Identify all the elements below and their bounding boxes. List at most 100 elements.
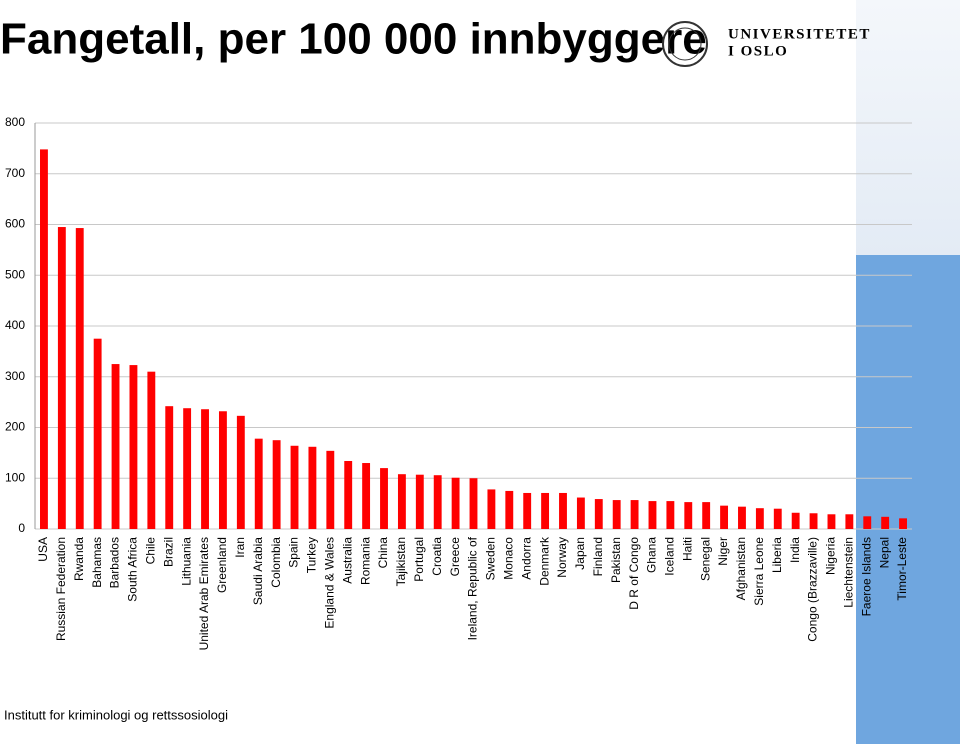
bar xyxy=(738,506,746,529)
x-tick-label: United Arab Emirates xyxy=(197,537,211,650)
bar xyxy=(648,501,657,529)
x-tick-label: Romania xyxy=(358,537,372,585)
x-tick-label: Afghanistan xyxy=(734,537,748,600)
x-tick-label: Pakistan xyxy=(609,537,623,583)
bar xyxy=(791,512,800,529)
x-tick-label: Iran xyxy=(233,537,247,558)
bar xyxy=(272,440,281,529)
x-tick-label: Nigeria xyxy=(824,537,838,575)
background-image xyxy=(856,0,960,255)
bar xyxy=(75,228,84,530)
bar xyxy=(147,371,156,529)
x-tick-label: Chile xyxy=(144,537,158,565)
x-tick-label: Russian Federation xyxy=(54,537,68,641)
x-tick-label: Brazil xyxy=(161,537,175,567)
footer: Institutt for kriminologi og rettssosiol… xyxy=(4,707,228,722)
x-tick-label: Norway xyxy=(555,537,569,578)
x-tick-label: Ireland, Republic of xyxy=(466,536,480,640)
x-tick-label: Lithuania xyxy=(179,537,193,586)
x-tick-label: Greenland xyxy=(215,537,229,593)
bar xyxy=(218,411,227,529)
bar xyxy=(863,516,872,529)
logo-text: I OSLO xyxy=(728,43,788,59)
y-tick-label: 400 xyxy=(5,318,25,332)
bar xyxy=(397,474,406,529)
x-tick-label: Saudi Arabia xyxy=(251,537,265,605)
y-tick-label: 100 xyxy=(5,470,25,484)
chart-title: Fangetall, per 100 000 innbyggere xyxy=(0,15,707,64)
bar xyxy=(451,477,460,529)
y-tick-label: 600 xyxy=(5,217,25,231)
bar xyxy=(666,501,675,529)
bar xyxy=(236,415,245,529)
bar xyxy=(773,508,782,529)
bar xyxy=(129,365,138,529)
x-tick-label: Finland xyxy=(591,537,605,576)
bar xyxy=(57,227,66,529)
x-tick-label: Monaco xyxy=(501,537,515,580)
bar xyxy=(93,338,102,529)
x-tick-label: Haiti xyxy=(680,537,694,561)
x-tick-label: Faeroe Islands xyxy=(859,537,873,616)
x-tick-label: Croatia xyxy=(430,537,444,576)
x-tick-label: Andorra xyxy=(519,537,533,580)
bar xyxy=(165,406,174,529)
bar xyxy=(809,513,818,529)
bar xyxy=(702,502,711,529)
logo-text: UNIVERSITETET xyxy=(728,26,871,42)
x-tick-label: Bahamas xyxy=(90,537,104,588)
logo: UNIVERSITETET I OSLO xyxy=(662,21,871,67)
x-tick-label: Rwanda xyxy=(72,537,86,581)
x-tick-label: Senegal xyxy=(698,537,712,581)
bar xyxy=(505,490,514,529)
x-tick-label: South Africa xyxy=(126,537,140,602)
x-tick-label: Sweden xyxy=(484,537,498,580)
x-tick-label: Colombia xyxy=(269,537,283,588)
bar xyxy=(720,505,729,529)
x-tick-label: Ghana xyxy=(645,537,659,573)
bar xyxy=(290,445,299,529)
logo-seal-inner xyxy=(668,27,702,61)
x-tick-label: Japan xyxy=(573,537,587,570)
background-panel xyxy=(856,255,960,744)
x-tick-label: USA xyxy=(36,537,50,562)
x-tick-label: Tajikistan xyxy=(394,537,408,586)
bar xyxy=(684,502,693,529)
bar xyxy=(362,463,371,529)
bar xyxy=(111,364,120,529)
y-tick-label: 200 xyxy=(5,420,25,434)
bar xyxy=(523,492,532,529)
x-tick-label: Liberia xyxy=(770,537,784,573)
bar xyxy=(576,497,585,529)
x-tick-label: Denmark xyxy=(537,536,551,586)
bar xyxy=(881,516,890,529)
bar xyxy=(487,489,496,529)
bar xyxy=(344,460,353,529)
x-tick-label: England & Wales xyxy=(322,537,336,629)
bar xyxy=(415,474,424,529)
bar xyxy=(559,492,567,529)
x-tick-label: Niger xyxy=(716,537,730,566)
logo-seal xyxy=(662,21,708,67)
bar xyxy=(594,499,603,529)
bar xyxy=(201,409,209,529)
x-tick-label: Iceland xyxy=(663,537,677,576)
bar xyxy=(254,438,263,529)
y-tick-label: 800 xyxy=(5,115,25,129)
x-tick-label: Sierra Leone xyxy=(752,537,766,606)
bar xyxy=(827,514,836,529)
x-tick-label: Timor-Leste xyxy=(895,537,909,601)
bar xyxy=(380,468,388,529)
x-tick-label: Australia xyxy=(340,537,354,584)
x-tick-label: Nepal xyxy=(877,537,891,568)
x-tick-label: Liechtenstein xyxy=(842,537,856,608)
x-tick-label: China xyxy=(376,537,390,569)
bar xyxy=(845,514,854,529)
x-tick-label: Portugal xyxy=(412,537,426,582)
y-tick-label: 500 xyxy=(5,267,25,281)
bar xyxy=(755,508,764,529)
y-tick-label: 700 xyxy=(5,166,25,180)
bar xyxy=(630,500,639,529)
